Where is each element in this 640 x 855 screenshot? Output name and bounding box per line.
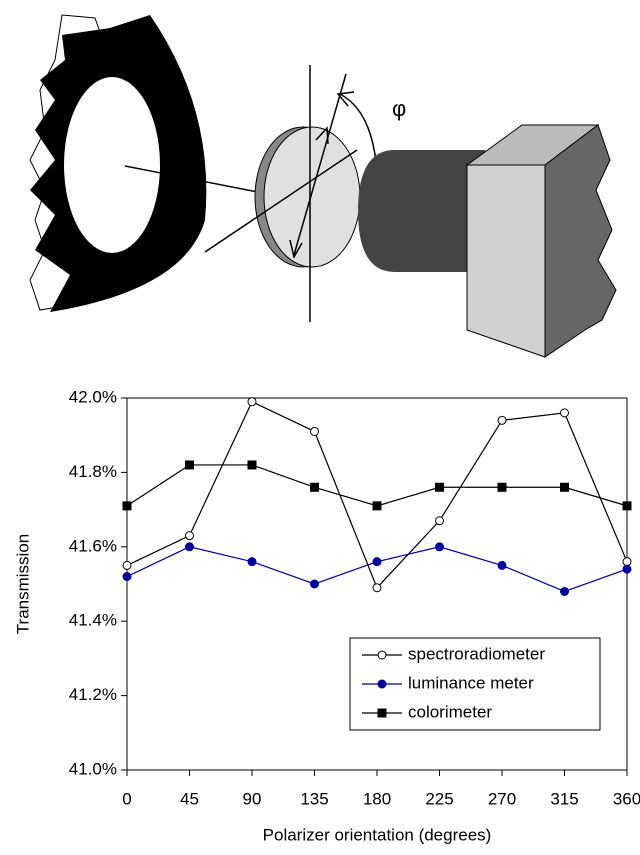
arrowhead bbox=[289, 239, 303, 260]
x-tick-label: 90 bbox=[243, 789, 262, 808]
y-tick-label: 41.2% bbox=[69, 685, 117, 704]
legend-box bbox=[349, 637, 601, 731]
angle-arc bbox=[339, 93, 377, 163]
marker bbox=[377, 679, 387, 689]
legend-label: colorimeter bbox=[408, 702, 492, 721]
legend-label: spectroradiometer bbox=[408, 644, 545, 663]
chart: 41.0% 41.2% 41.4% 41.6% 41.8% 42.0% 0 45 90 135 18… bbox=[13, 387, 640, 844]
marker bbox=[560, 482, 569, 492]
marker bbox=[560, 408, 569, 418]
x-tick-label: 180 bbox=[363, 789, 391, 808]
block-side bbox=[544, 124, 617, 358]
x-tick-label: 360 bbox=[613, 789, 640, 808]
marker bbox=[377, 650, 387, 660]
marker bbox=[372, 557, 382, 567]
marker bbox=[435, 516, 444, 526]
series-line bbox=[126, 464, 628, 507]
marker bbox=[372, 501, 382, 511]
marker bbox=[122, 572, 132, 582]
diagram: φ bbox=[29, 14, 617, 358]
marker bbox=[497, 560, 507, 570]
horizontal-axis bbox=[204, 149, 358, 253]
marker bbox=[560, 586, 569, 596]
x-tick-label: 45 bbox=[180, 789, 199, 808]
marker bbox=[435, 482, 444, 492]
arrowhead bbox=[315, 126, 329, 145]
marker bbox=[497, 482, 507, 492]
block-front bbox=[466, 164, 546, 358]
x-tick-label: 135 bbox=[300, 789, 328, 808]
marker bbox=[435, 542, 444, 552]
x-tick-label: 225 bbox=[425, 789, 453, 808]
marker bbox=[622, 564, 632, 574]
marker bbox=[310, 579, 319, 589]
marker bbox=[185, 460, 194, 470]
marker bbox=[310, 482, 319, 492]
x-tick-label: 0 bbox=[122, 789, 131, 808]
marker bbox=[497, 415, 507, 425]
gear-hole bbox=[64, 77, 160, 253]
arrowhead bbox=[336, 91, 355, 107]
y-tick-label: 41.8% bbox=[69, 462, 117, 481]
marker bbox=[247, 397, 257, 407]
marker bbox=[622, 501, 632, 511]
x-tick-label: 315 bbox=[550, 789, 578, 808]
y-tick-label: 41.6% bbox=[69, 536, 117, 555]
marker bbox=[377, 708, 387, 718]
marker bbox=[185, 531, 194, 541]
marker bbox=[622, 557, 632, 567]
y-tick-label: 41.0% bbox=[69, 759, 117, 778]
y-tick-label: 42.0% bbox=[69, 387, 117, 406]
marker bbox=[372, 583, 382, 593]
x-tick-label: 270 bbox=[488, 789, 516, 808]
legend-label: luminance meter bbox=[408, 673, 534, 692]
detector-cylinder bbox=[358, 150, 485, 272]
marker bbox=[185, 542, 194, 552]
angle-label: φ bbox=[392, 96, 406, 121]
x-axis-label: Polarizer orientation (degrees) bbox=[263, 825, 492, 844]
marker bbox=[247, 557, 257, 567]
marker bbox=[122, 501, 132, 511]
polarizer-disc bbox=[263, 126, 361, 268]
y-axis-label: Transmission bbox=[13, 534, 32, 634]
marker bbox=[310, 426, 319, 436]
marker bbox=[247, 460, 257, 470]
polarization-axis bbox=[293, 73, 347, 256]
marker bbox=[122, 560, 132, 570]
y-tick-label: 41.4% bbox=[69, 611, 117, 630]
